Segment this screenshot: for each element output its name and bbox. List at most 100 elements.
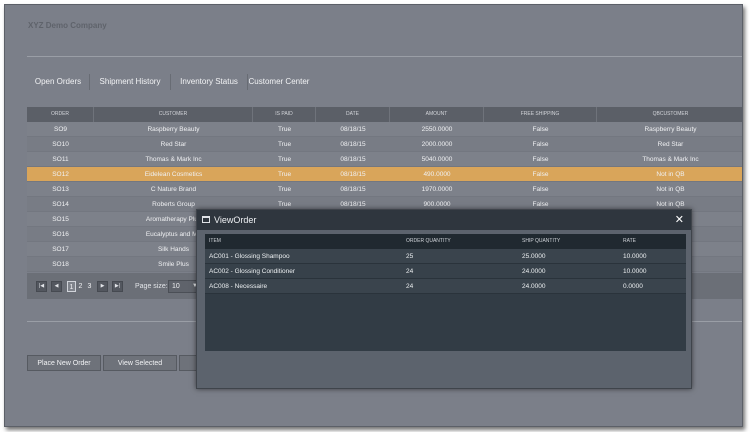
cell-amount: 490.0000	[423, 171, 451, 178]
table-row[interactable]: AC001 - Glossing Shampoo 25 25.0000 10.0000	[205, 249, 686, 264]
cell-order: SO14	[52, 201, 69, 208]
app-window: XYZ Demo Company Open Orders Shipment Hi…	[4, 4, 743, 427]
column-header-date[interactable]: DATE	[316, 107, 390, 122]
page-size-select[interactable]: 10 ▼	[168, 280, 202, 293]
tab-open-orders[interactable]: Open Orders	[34, 77, 82, 86]
order-items-header: ITEM ORDER QUANTITY SHIP QUANTITY RATE	[205, 234, 686, 249]
cell-customer: Thomas & Mark Inc	[145, 156, 202, 163]
cell-amount: 2000.0000	[421, 141, 453, 148]
cell-customer: C Nature Brand	[150, 186, 197, 193]
cell-item: AC001 - Glossing Shampoo	[209, 253, 290, 260]
page-number-3[interactable]: 3	[87, 283, 92, 290]
cell-rate: 0.0000	[623, 283, 643, 290]
column-header-is-paid[interactable]: IS PAID	[253, 107, 316, 122]
cell-free-shipping: False	[532, 201, 549, 208]
view-order-dialog: ViewOrder ✕ ITEM ORDER QUANTITY SHIP QUA…	[196, 209, 692, 389]
cell-qbcustomer: Not in QB	[656, 201, 685, 208]
cell-is-paid: True	[277, 141, 292, 148]
first-page-icon[interactable]: |◀	[36, 281, 47, 292]
header-divider	[27, 56, 742, 57]
cell-customer: Silk Hands	[157, 246, 190, 253]
cell-ship-quantity: 24.0000	[522, 268, 546, 275]
cell-order: SO12	[52, 171, 69, 178]
tab-inventory-status[interactable]: Inventory Status	[180, 77, 238, 86]
cell-date: 08/18/15	[340, 171, 366, 178]
cell-customer: Red Star	[160, 141, 187, 148]
window-icon	[202, 216, 210, 223]
cell-free-shipping: False	[532, 171, 549, 178]
cell-qbcustomer: Red Star	[657, 141, 684, 148]
column-header-amount[interactable]: AMOUNT	[390, 107, 484, 122]
page-number-2[interactable]: 2	[78, 283, 83, 290]
dialog-title-bar[interactable]: ViewOrder ✕	[197, 210, 691, 230]
cell-qbcustomer: Not in QB	[656, 186, 685, 193]
page-number-1[interactable]: 1	[67, 281, 76, 292]
page-size-label: Page size:	[135, 283, 168, 290]
cell-order: SO18	[52, 261, 69, 268]
cell-date: 08/18/15	[340, 186, 366, 193]
column-header-order-quantity[interactable]: ORDER QUANTITY	[406, 238, 451, 244]
column-header-free-shipping[interactable]: FREE SHIPPING	[484, 107, 597, 122]
cell-customer: Smile Plus	[158, 261, 189, 268]
column-header-order[interactable]: ORDER	[27, 107, 94, 122]
cell-is-paid: True	[277, 156, 292, 163]
chevron-down-icon: ▼	[192, 281, 198, 292]
tab-bar: Open Orders Shipment History Inventory S…	[27, 71, 742, 93]
cell-order: SO9	[53, 126, 67, 133]
close-icon[interactable]: ✕	[674, 214, 684, 226]
cell-customer: Aromatherapy Plus	[145, 216, 202, 223]
table-row[interactable]: AC002 - Glossing Conditioner 24 24.0000 10.…	[205, 264, 686, 279]
cell-amount: 5040.0000	[421, 156, 453, 163]
cell-order: SO11	[52, 156, 69, 163]
cell-free-shipping: False	[532, 141, 549, 148]
prev-page-icon[interactable]: ◀	[51, 281, 62, 292]
cell-customer: Eucalyptus and Mo	[145, 231, 202, 238]
cell-ship-quantity: 24.0000	[522, 283, 546, 290]
cell-amount: 1970.0000	[421, 186, 453, 193]
cell-date: 08/18/15	[340, 201, 366, 208]
cell-free-shipping: False	[532, 156, 549, 163]
next-page-icon[interactable]: ▶	[97, 281, 108, 292]
table-row[interactable]: SO13 C Nature Brand True 08/18/15 1970.0000 F…	[27, 182, 742, 197]
column-header-ship-quantity[interactable]: SHIP QUANTITY	[522, 238, 561, 244]
cell-customer: Eidelean Cosmetics	[144, 171, 203, 178]
column-header-qbcustomer[interactable]: QBCUSTOMER	[597, 107, 742, 122]
dialog-title: ViewOrder	[214, 215, 257, 225]
table-row[interactable]: SO9 Raspberry Beauty True 08/18/15 2550.0000…	[27, 122, 742, 137]
tab-customer-center[interactable]: Customer Center	[248, 77, 310, 86]
cell-qbcustomer: Not in QB	[656, 171, 685, 178]
column-header-item[interactable]: ITEM	[209, 238, 221, 244]
table-row[interactable]: SO10 Red Star True 08/18/15 2000.0000 False Re…	[27, 137, 742, 152]
cell-free-shipping: False	[532, 126, 549, 133]
last-page-icon[interactable]: ▶|	[112, 281, 123, 292]
tab-divider	[170, 74, 171, 90]
view-selected-button[interactable]: View Selected	[103, 355, 177, 371]
page-size-value: 10	[172, 283, 180, 290]
order-items-grid: ITEM ORDER QUANTITY SHIP QUANTITY RATE A…	[205, 234, 686, 351]
cell-date: 08/18/15	[340, 141, 366, 148]
tab-divider	[247, 74, 248, 90]
cell-qbcustomer: Thomas & Mark Inc	[642, 156, 699, 163]
company-name: XYZ Demo Company	[28, 21, 107, 30]
cell-is-paid: True	[277, 126, 292, 133]
tab-shipment-history[interactable]: Shipment History	[99, 77, 161, 86]
cell-rate: 10.0000	[623, 253, 647, 260]
cell-qbcustomer: Raspberry Beauty	[644, 126, 697, 133]
cell-item: AC002 - Glossing Conditioner	[209, 268, 295, 275]
cell-is-paid: True	[277, 186, 292, 193]
table-row[interactable]: AC008 - Necessaire 24 24.0000 0.0000	[205, 279, 686, 294]
table-row[interactable]: SO12 Eidelean Cosmetics True 08/18/15 490.00…	[27, 167, 742, 182]
table-row[interactable]: SO11 Thomas & Mark Inc True 08/18/15 5040.00…	[27, 152, 742, 167]
place-new-order-button[interactable]: Place New Order	[27, 355, 101, 371]
column-header-rate[interactable]: RATE	[623, 238, 636, 244]
cell-order: SO13	[52, 186, 69, 193]
cell-is-paid: True	[277, 171, 292, 178]
cell-order-quantity: 24	[406, 268, 414, 275]
cell-order-quantity: 24	[406, 283, 414, 290]
cell-order: SO15	[52, 216, 69, 223]
cell-order: SO10	[52, 141, 69, 148]
cell-date: 08/18/15	[340, 156, 366, 163]
cell-ship-quantity: 25.0000	[522, 253, 546, 260]
column-header-customer[interactable]: CUSTOMER	[94, 107, 253, 122]
cell-is-paid: True	[277, 201, 292, 208]
